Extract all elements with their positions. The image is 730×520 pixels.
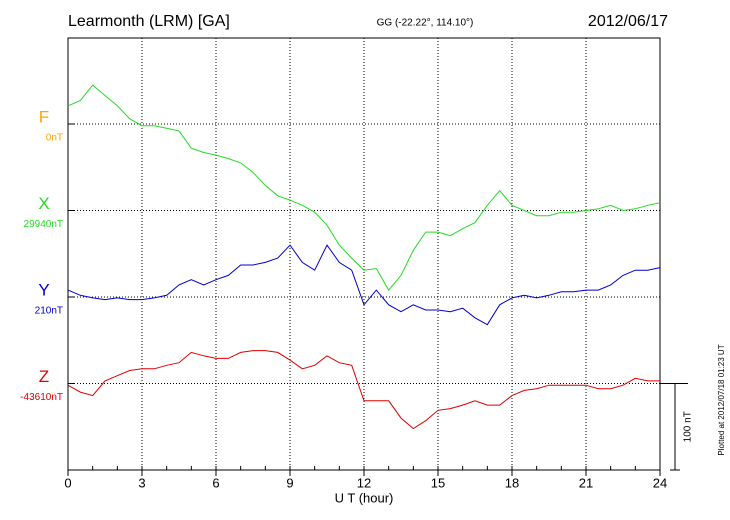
baseline-label: 210nT xyxy=(35,306,63,317)
series-name: X xyxy=(38,194,49,213)
scale-label: 100 nT xyxy=(683,411,694,442)
baseline-label: -43610nT xyxy=(20,392,63,403)
baseline-label: 29940nT xyxy=(24,219,63,230)
x-tick-label: 9 xyxy=(286,475,293,490)
series-name: Z xyxy=(39,367,49,386)
x-tick-label: 24 xyxy=(653,475,667,490)
x-tick-label: 18 xyxy=(505,475,519,490)
x-tick-label: 0 xyxy=(64,475,71,490)
footnote: Plotted at 2012/07/18 01:23 UT xyxy=(717,344,726,455)
series-line xyxy=(67,84,661,291)
series-name: Y xyxy=(38,280,49,299)
x-axis-label: U T (hour) xyxy=(335,490,394,505)
x-tick-label: 3 xyxy=(138,475,145,490)
chart-subtitle: GG (-22.22°, 114.10°) xyxy=(377,18,474,29)
chart-date: 2012/06/17 xyxy=(588,13,668,30)
series-line xyxy=(67,350,660,430)
series-line xyxy=(67,244,661,326)
chart-title: Learmonth (LRM) [GA] xyxy=(68,13,230,30)
x-tick-label: 15 xyxy=(431,475,445,490)
x-tick-label: 12 xyxy=(357,475,371,490)
x-tick-label: 21 xyxy=(579,475,593,490)
baseline-label: 0nT xyxy=(46,133,63,144)
x-tick-label: 6 xyxy=(212,475,219,490)
series-name: F xyxy=(39,107,49,126)
